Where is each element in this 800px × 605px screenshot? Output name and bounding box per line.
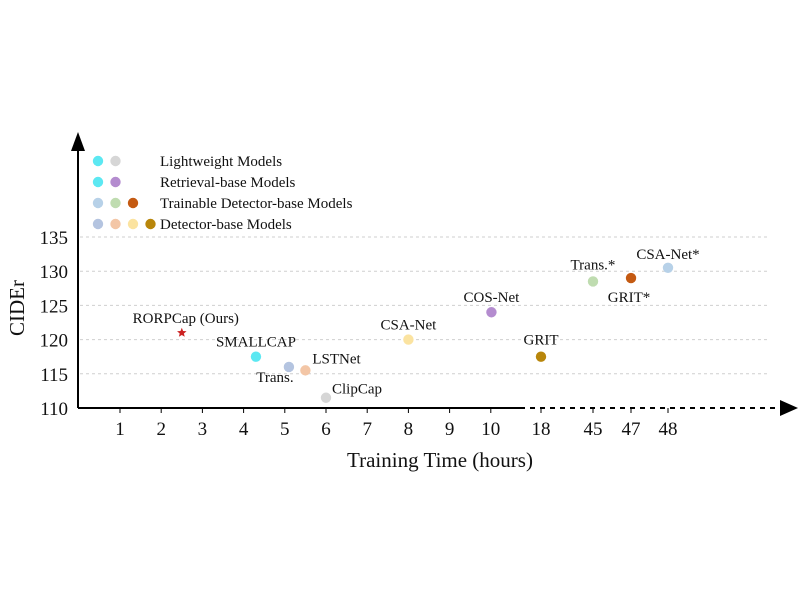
data-point <box>283 361 295 373</box>
x-tick-label: 18 <box>532 419 551 440</box>
legend-label: Detector-base Models <box>160 217 292 233</box>
data-point-label: Trans. <box>256 370 293 386</box>
legend-marker <box>127 218 139 230</box>
data-point-label: GRIT <box>524 333 559 349</box>
legend-marker <box>92 155 104 167</box>
data-point-label: ClipCap <box>332 382 382 398</box>
y-tick-label: 120 <box>40 331 69 352</box>
legend-label: Retrieval-base Models <box>160 175 296 191</box>
x-tick-label: 7 <box>362 419 372 440</box>
data-point-label: GRIT* <box>608 290 651 306</box>
x-tick-label: 47 <box>622 419 641 440</box>
x-tick-label: 45 <box>584 419 603 440</box>
data-point <box>320 392 332 403</box>
y-axis-arrow <box>71 132 85 151</box>
legend-marker <box>110 176 121 188</box>
data-point <box>300 365 311 376</box>
data-point <box>250 351 262 362</box>
data-point-label: SMALLCAP <box>216 335 296 351</box>
data-point-label: COS-Net <box>464 290 521 306</box>
x-axis-title: Training Time (hours) <box>347 448 533 472</box>
x-tick-label: 5 <box>280 419 290 440</box>
y-tick-label: 135 <box>40 228 69 249</box>
data-points: RORPCap (Ours) SMALLCAP Trans. LSTNet ClipCa… <box>133 247 700 403</box>
y-tick-label: 115 <box>40 365 68 386</box>
axes: Training Time (hours) CIDEr <box>5 132 798 472</box>
legend-marker <box>92 197 104 209</box>
x-tick-label: 3 <box>198 419 208 440</box>
x-axis-arrow <box>780 400 798 416</box>
legend-label: Lightweight Models <box>160 154 282 170</box>
data-point <box>535 351 547 362</box>
data-point <box>403 334 414 345</box>
data-point <box>587 276 599 287</box>
x-tick-label: 8 <box>404 419 414 440</box>
y-axis-title: CIDEr <box>5 280 29 336</box>
data-point <box>662 262 674 273</box>
y-tick-label: 125 <box>40 296 69 317</box>
legend-marker <box>110 197 121 209</box>
x-tick-label: 1 <box>115 419 125 440</box>
data-point <box>486 307 497 318</box>
x-tick-label: 6 <box>321 419 331 440</box>
data-point-label: CSA-Net <box>380 318 437 334</box>
data-point-label: RORPCap (Ours) <box>133 311 239 327</box>
legend-marker <box>110 155 121 167</box>
x-tick-label: 2 <box>156 419 166 440</box>
data-point-star <box>177 327 187 337</box>
data-point-label: LSTNet <box>312 351 361 367</box>
x-tick-label: 4 <box>239 419 249 440</box>
grid-layer <box>80 236 770 375</box>
data-point-label: CSA-Net* <box>636 247 699 263</box>
legend-marker <box>92 218 104 230</box>
y-tick-label: 110 <box>40 399 68 420</box>
legend-marker <box>110 218 121 230</box>
data-point <box>625 272 637 284</box>
y-tick-label: 130 <box>40 262 69 283</box>
legend: Lightweight Models Retrieval-base Models T… <box>92 154 353 233</box>
legend-marker <box>145 218 156 230</box>
legend-label: Trainable Detector-base Models <box>160 196 353 212</box>
x-tick-label: 9 <box>445 419 455 440</box>
x-tick-label: 48 <box>659 419 678 440</box>
x-tick-label: 10 <box>481 419 500 440</box>
legend-marker <box>92 176 104 188</box>
legend-marker <box>127 197 139 209</box>
data-point-label: Trans.* <box>571 257 616 273</box>
